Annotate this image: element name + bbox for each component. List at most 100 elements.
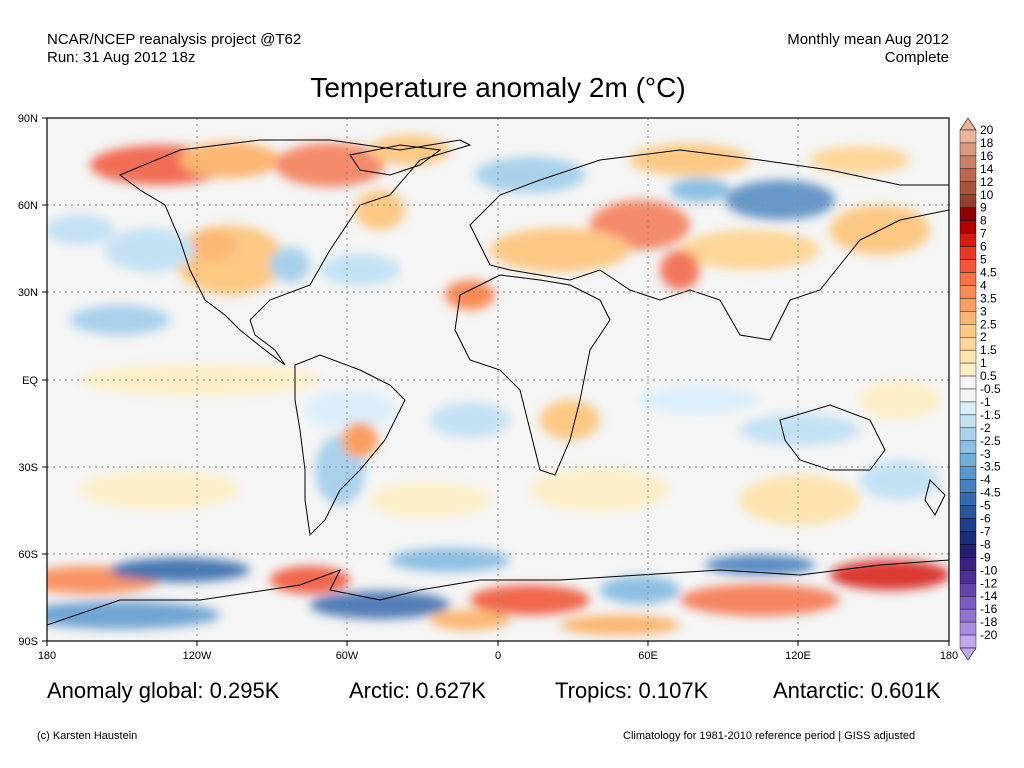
lat-label: EQ [22,375,38,387]
colorbar-label: -14 [980,589,998,603]
colorbar-swatch [959,608,977,623]
colorbar-swatch [959,531,977,545]
colorbar-label: -20 [980,628,998,642]
colorbar-label: -1 [980,395,991,409]
colorbar-swatch [959,181,977,195]
colorbar-label: -18 [980,615,998,629]
footer-credit: (c) Karsten Haustein [37,730,138,742]
lon-label: 60E [638,650,658,662]
axis-ticks [42,117,950,646]
colorbar-swatch [959,311,977,325]
colorbar-label: -1.5 [980,408,1001,422]
colorbar-swatch [959,518,977,532]
colorbar-label: -5 [980,499,991,513]
colorbar-swatch [959,453,977,467]
colorbar-swatch [959,298,977,312]
stat-antarctic: Antarctic: 0.601K [773,678,941,703]
colorbar-swatch [959,362,977,377]
colorbar-label: -16 [980,602,998,616]
colorbar-swatch [959,129,977,144]
lon-label: 60W [336,650,359,662]
colorbar-swatch [959,285,977,299]
colorbar-label: -4 [980,473,991,487]
model-label: NCAR/NCEP reanalysis project @T62 [47,31,302,48]
colorbar-label: -4.5 [980,486,1001,500]
colorbar-swatch [959,272,977,286]
footer-note: Climatology for 1981-2010 reference peri… [623,730,916,742]
colorbar-swatch [959,505,977,519]
colorbar-swatch [959,194,977,208]
colorbar-swatch [959,544,977,558]
lon-label: 0 [495,650,501,662]
stat-global: Anomaly global: 0.295K [47,678,280,703]
colorbar-label: 20 [980,123,994,137]
longitude-labels: 180 120W 60W 0 60E 120E 180 [38,650,958,662]
anomaly-field [47,135,949,635]
colorbar-swatch [959,583,977,597]
lat-label: 30S [18,462,38,474]
colorbar-label: -3.5 [980,460,1001,474]
colorbar-swatch [959,570,977,584]
colorbar-label: -2.5 [980,434,1001,448]
colorbar-top-arrow [959,117,977,131]
colorbar-label: -3 [980,447,991,461]
gridlines [47,118,949,641]
lon-label: 180 [940,650,958,662]
lon-label: 120E [785,650,811,662]
colorbar-swatch [959,492,977,506]
stat-tropics: Tropics: 0.107K [555,678,709,703]
colorbar-swatch [959,259,977,273]
colorbar-label: 0.5 [980,369,997,383]
colorbar-label: 10 [980,188,994,202]
colorbar-swatch [959,349,977,364]
colorbar-label: 2 [980,330,987,344]
colorbar-swatch [959,168,977,183]
colorbar-swatch [959,246,977,260]
colorbar-label: 3.5 [980,291,997,305]
colorbar-label: 4 [980,278,987,292]
colorbar: 201816141210987654.543.532.521.510.5-0.5… [959,117,1001,661]
colorbar-swatch [959,414,977,429]
colorbar-swatch [959,557,977,571]
colorbar-label: 5 [980,253,987,267]
colorbar-label: 6 [980,240,987,254]
run-label: Run: 31 Aug 2012 18z [47,49,196,66]
colorbar-label: -7 [980,524,991,538]
stat-arctic: Arctic: 0.627K [349,678,486,703]
colorbar-label: -9 [980,550,991,564]
colorbar-swatch [959,479,977,493]
colorbar-swatch [959,142,977,157]
colorbar-label: 14 [980,162,994,176]
colorbar-label: 3 [980,304,987,318]
header-left: NCAR/NCEP reanalysis project @T62 Run: 3… [47,31,301,67]
colorbar-label: 1.5 [980,343,997,357]
lat-label: 90N [18,113,38,125]
lat-label: 90S [18,636,38,648]
colorbar-label: 1 [980,356,987,370]
colorbar-swatch [959,401,977,416]
colorbar-swatch [959,388,977,403]
colorbar-label: -12 [980,576,998,590]
colorbar-label: 9 [980,201,987,215]
lon-label: 120W [183,650,212,662]
colorbar-swatch [959,220,977,234]
lat-label: 60S [18,549,38,561]
colorbar-swatch [959,207,977,221]
colorbar-swatch [959,375,977,390]
colorbar-swatch [959,440,977,454]
colorbar-label: 7 [980,227,987,241]
latitude-labels: 90N 60N 30N EQ 30S 60S 90S [18,113,39,648]
colorbar-label: -10 [980,563,998,577]
colorbar-swatch [959,324,977,338]
status-label: Complete [884,49,949,66]
colorbar-label: -8 [980,537,991,551]
colorbar-label: 8 [980,214,987,228]
lon-label: 180 [38,650,56,662]
colorbar-label: -0.5 [980,382,1001,396]
colorbar-swatch [959,634,977,649]
colorbar-swatch [959,596,977,610]
colorbar-swatch [959,233,977,247]
colorbar-label: 16 [980,149,994,163]
coastlines [47,139,949,626]
